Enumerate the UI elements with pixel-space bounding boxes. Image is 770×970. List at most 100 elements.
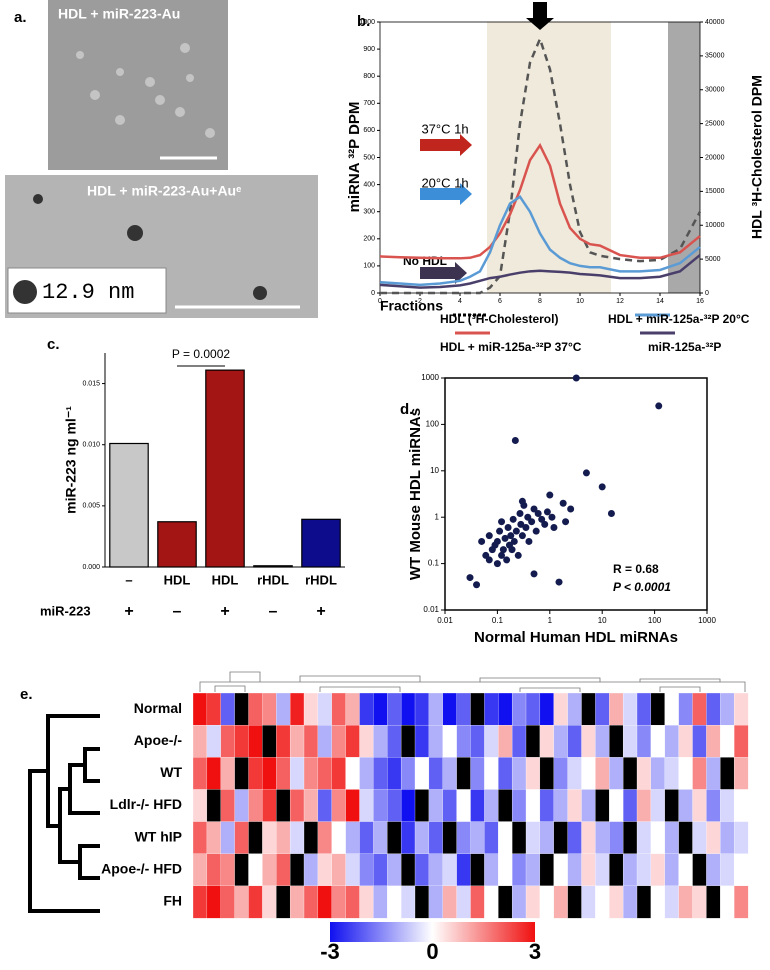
heatmap-cell bbox=[733, 885, 749, 919]
heatmap-cell bbox=[692, 885, 707, 919]
arrow bbox=[420, 262, 467, 284]
heatmap-cell bbox=[511, 692, 527, 726]
y-tick-label: 300 bbox=[363, 209, 375, 216]
heatmap-cell bbox=[206, 757, 222, 790]
bar bbox=[253, 565, 293, 568]
x-tick-label: 10 bbox=[598, 616, 607, 625]
y-tick-label: 0.005 bbox=[82, 503, 100, 510]
point bbox=[493, 560, 501, 568]
y2-tick-label: 5000 bbox=[705, 256, 721, 263]
y-tick-label: 1000 bbox=[421, 373, 439, 382]
x-axis-title: Fractions bbox=[380, 298, 443, 314]
point bbox=[550, 523, 558, 531]
heatmap-cell bbox=[692, 821, 707, 855]
heatmap-cell bbox=[678, 821, 693, 855]
heatmap-cell bbox=[414, 724, 430, 758]
heatmap-cell bbox=[276, 724, 291, 758]
heatmap-cell bbox=[678, 692, 693, 726]
heatmap-cell bbox=[636, 724, 652, 758]
point bbox=[496, 527, 504, 535]
row-value: – bbox=[269, 603, 278, 620]
heatmap-cell bbox=[622, 821, 638, 855]
annotation: P < 0.0001 bbox=[613, 580, 671, 594]
heatmap-cell bbox=[539, 853, 555, 887]
point bbox=[528, 518, 536, 526]
heatmap-cell bbox=[567, 821, 582, 855]
x-tick-label: 0.1 bbox=[492, 616, 504, 625]
heatmap-cell bbox=[414, 692, 430, 726]
heatmap-cell bbox=[206, 853, 222, 887]
heatmap-cell bbox=[595, 724, 610, 758]
heatmap-cell bbox=[622, 885, 638, 919]
heatmap-cell bbox=[331, 757, 347, 790]
x-tick-label: 100 bbox=[648, 616, 662, 625]
heatmap-cell bbox=[345, 821, 360, 855]
heatmap-cell bbox=[595, 692, 610, 726]
heatmap-cell bbox=[359, 821, 374, 855]
heatmap-cell bbox=[678, 757, 693, 790]
heatmap-cell bbox=[220, 885, 236, 919]
heatmap-cell bbox=[317, 789, 333, 823]
legend-label: HDL + miR-125a-³²P 37°C bbox=[440, 340, 582, 354]
heatmap-cell bbox=[359, 757, 374, 790]
point bbox=[532, 527, 540, 535]
heatmap-cell bbox=[289, 885, 305, 919]
heatmap-cell bbox=[220, 724, 236, 758]
heatmap-cell bbox=[553, 724, 569, 758]
arrow bbox=[420, 134, 472, 156]
point bbox=[541, 520, 549, 528]
y-tick-label: 0.1 bbox=[428, 559, 440, 568]
p-value: P = 0.0002 bbox=[172, 347, 230, 361]
heatmap-cell bbox=[498, 853, 513, 887]
heatmap-cell bbox=[359, 789, 374, 823]
y-tick-label: 800 bbox=[363, 73, 375, 80]
heatmap-cell bbox=[373, 821, 388, 855]
heatmap-cell bbox=[595, 853, 610, 887]
x-tick-label: 12 bbox=[616, 298, 624, 305]
heatmap-cell bbox=[511, 885, 527, 919]
heatmap-cell bbox=[345, 692, 360, 726]
heatmap-cell bbox=[664, 821, 680, 855]
heatmap-cell bbox=[289, 724, 305, 758]
heatmap-cell bbox=[400, 885, 416, 919]
y2-tick-label: 25000 bbox=[705, 120, 725, 127]
heatmap-cell bbox=[262, 757, 277, 790]
heatmap-cell bbox=[262, 692, 277, 726]
point bbox=[485, 556, 493, 564]
y-tick-label: 600 bbox=[363, 127, 375, 134]
heatmap-cell bbox=[581, 821, 596, 855]
heatmap-cell bbox=[498, 724, 513, 758]
heatmap-cell bbox=[650, 692, 666, 726]
heatmap-cell bbox=[317, 692, 333, 726]
point bbox=[567, 505, 575, 513]
point bbox=[530, 505, 538, 513]
y2-tick-label: 20000 bbox=[705, 154, 725, 161]
heatmap-cell bbox=[442, 724, 458, 758]
heatmap-cell bbox=[387, 885, 402, 919]
heatmap-cell bbox=[373, 724, 388, 758]
heatmap-cell bbox=[331, 789, 347, 823]
heatmap-cell bbox=[678, 724, 693, 758]
heatmap-cell bbox=[373, 885, 388, 919]
heatmap-cell bbox=[539, 757, 555, 790]
heatmap-cell bbox=[359, 724, 374, 758]
panel-label: d. bbox=[400, 401, 413, 418]
heatmap-cell bbox=[609, 885, 624, 919]
heatmap-cell bbox=[706, 692, 721, 726]
y2-axis-title: HDL ³H-Cholesterol DPM bbox=[749, 75, 765, 239]
annotation: R = 0.68 bbox=[613, 562, 659, 576]
heatmap-cell bbox=[373, 757, 388, 790]
heatmap-cell bbox=[706, 853, 721, 887]
plot-frame bbox=[444, 377, 708, 611]
row-value: + bbox=[316, 603, 325, 620]
heatmap-cell bbox=[428, 692, 444, 726]
row-label: FH bbox=[163, 893, 182, 909]
series-line bbox=[379, 195, 701, 287]
y-axis-title: miR-223 ng ml⁻¹ bbox=[63, 406, 79, 514]
heatmap-cell bbox=[317, 821, 333, 855]
row-label: WT hIP bbox=[135, 828, 182, 844]
y-tick-label: 1000 bbox=[359, 19, 375, 26]
point bbox=[493, 537, 501, 545]
panel-label: c. bbox=[47, 336, 60, 353]
heatmap-cell bbox=[317, 885, 333, 919]
